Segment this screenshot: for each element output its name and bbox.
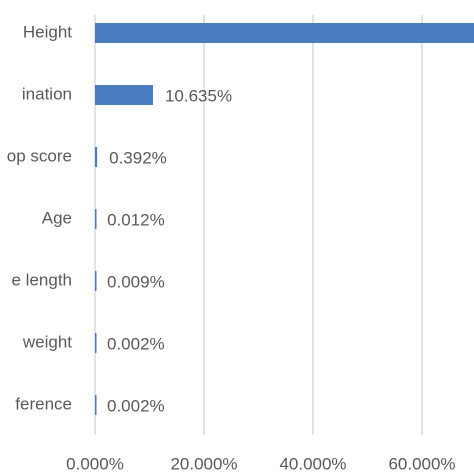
y-tick-label: weight [22, 332, 72, 351]
bar [95, 23, 474, 43]
bar [95, 395, 97, 415]
y-tick-label: ination [22, 84, 72, 103]
x-tick-label: 40.000% [279, 454, 346, 473]
value-label: 0.012% [107, 210, 165, 229]
bar [95, 209, 97, 229]
bar [95, 333, 97, 353]
bar [95, 271, 97, 291]
y-tick-label: ference [15, 394, 72, 413]
y-tick-label: e length [12, 270, 73, 289]
y-tick-label: Height [23, 22, 72, 41]
bar [95, 85, 153, 105]
x-tick-label: 20.000% [170, 454, 237, 473]
value-label: 0.002% [107, 334, 165, 353]
value-label: 10.635% [165, 86, 232, 105]
y-tick-label: Age [42, 208, 72, 227]
value-label: 0.392% [109, 148, 167, 167]
x-tick-label: 60.000% [388, 454, 455, 473]
x-tick-label: 0.000% [66, 454, 124, 473]
value-label: 0.002% [107, 396, 165, 415]
value-label: 0.009% [107, 272, 165, 291]
y-tick-label: op score [7, 146, 72, 165]
bar [95, 147, 98, 167]
